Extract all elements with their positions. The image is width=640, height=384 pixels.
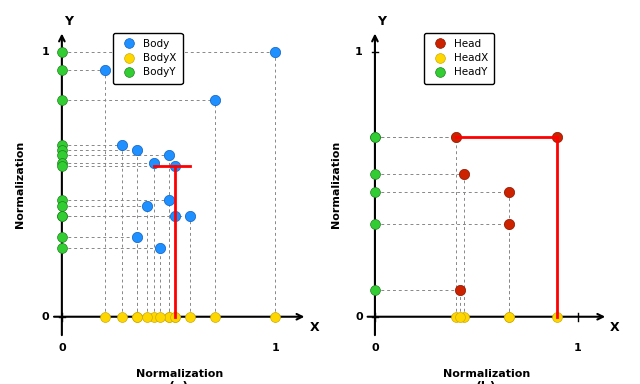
Point [504,221,514,227]
Text: 0: 0 [58,343,66,353]
Text: (a): (a) [169,381,189,384]
Point [57,147,67,153]
Point [57,160,67,166]
Point [131,147,141,153]
Point [163,314,173,320]
Point [57,245,67,251]
Text: 0: 0 [355,312,363,322]
Text: 0: 0 [42,312,49,322]
Point [170,213,180,219]
Point [552,314,563,320]
Legend: Head, HeadX, HeadY: Head, HeadX, HeadY [424,33,494,84]
Point [57,96,67,103]
Text: Normalization: Normalization [331,141,340,228]
Text: 1: 1 [355,47,363,57]
Text: Y: Y [64,15,73,28]
Point [370,134,380,140]
Point [170,314,180,320]
Point [99,314,109,320]
Point [116,314,127,320]
Point [504,314,514,320]
Point [370,287,380,293]
Text: 1: 1 [42,47,49,57]
Point [57,213,67,219]
Text: X: X [309,321,319,334]
Point [163,314,173,320]
Point [131,234,141,240]
Point [211,96,221,103]
Point [370,134,380,140]
Point [211,314,221,320]
Point [163,152,173,158]
Point [459,314,469,320]
Point [142,202,152,209]
Point [148,314,159,320]
Text: (b): (b) [476,381,497,384]
Point [270,314,280,320]
Point [455,314,465,320]
Point [57,152,67,158]
Point [57,202,67,209]
Point [170,314,180,320]
Point [155,314,165,320]
Legend: Body, BodyX, BodyY: Body, BodyX, BodyY [113,33,182,84]
Point [170,163,180,169]
Point [131,314,141,320]
Point [270,49,280,55]
Point [148,160,159,166]
Point [99,67,109,73]
Point [459,170,469,177]
Point [455,287,465,293]
Point [370,221,380,227]
Point [552,134,563,140]
Point [131,314,141,320]
Point [370,189,380,195]
Point [116,142,127,148]
Point [451,134,461,140]
Text: 0: 0 [371,343,379,353]
Text: Y: Y [377,15,386,28]
Point [185,213,195,219]
Point [57,197,67,203]
Point [504,314,514,320]
Text: Normalization: Normalization [136,369,223,379]
Text: 1: 1 [573,343,582,353]
Point [370,170,380,177]
Text: Normalization: Normalization [443,369,530,379]
Point [451,314,461,320]
Point [57,67,67,73]
Point [57,234,67,240]
Point [504,189,514,195]
Text: 1: 1 [271,343,279,353]
Point [155,245,165,251]
Text: Normalization: Normalization [15,141,26,228]
Point [142,314,152,320]
Point [57,213,67,219]
Text: X: X [610,321,620,334]
Point [57,142,67,148]
Point [163,197,173,203]
Point [57,163,67,169]
Point [57,49,67,55]
Point [185,314,195,320]
